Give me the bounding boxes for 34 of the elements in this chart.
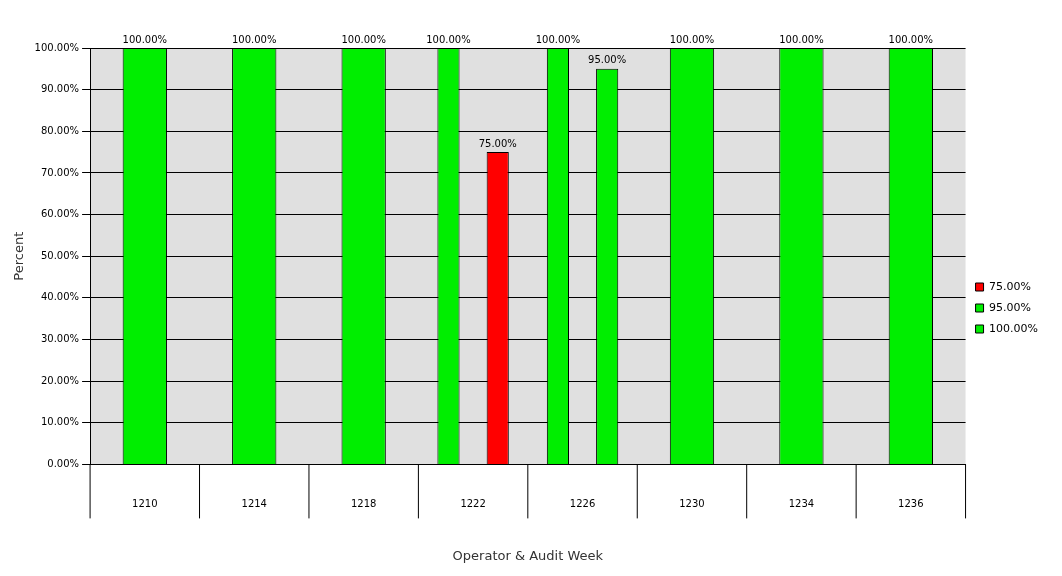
y-tick-label: 70.00% (40, 166, 80, 178)
y-axis-title: Percent (11, 231, 27, 281)
data-label: 100.00% (535, 33, 581, 45)
y-tick-label: 40.00% (40, 291, 80, 303)
data-label: 95.00% (588, 54, 627, 66)
x-axis-title: Operator & Audit Week (452, 547, 604, 563)
y-tick-label: 30.00% (40, 333, 80, 345)
data-label: 100.00% (231, 33, 277, 45)
legend-label: 95.00% (989, 300, 1032, 314)
x-tick-label: 1214 (241, 497, 267, 509)
y-tick-label: 90.00% (40, 83, 80, 95)
y-tick-label: 80.00% (40, 124, 80, 136)
y-tick-label: 20.00% (40, 374, 80, 386)
data-label: 100.00% (122, 33, 168, 45)
data-label: 100.00% (888, 33, 934, 45)
data-label: 100.00% (426, 33, 471, 45)
x-tick-label: 1230 (679, 497, 705, 509)
data-label: 100.00% (779, 33, 824, 45)
data-label: 100.00% (341, 33, 386, 45)
x-tick-label: 1218 (350, 497, 377, 509)
x-tick-label: 1236 (898, 497, 924, 509)
y-tick-label: 50.00% (40, 249, 80, 261)
y-tick-label: 0.00% (47, 457, 80, 469)
x-tick-label: 1226 (569, 497, 596, 509)
x-tick-label: 1210 (132, 497, 158, 509)
y-tick-label: 100.00% (34, 41, 80, 53)
y-tick-label: 10.00% (40, 416, 80, 428)
data-label: 75.00% (478, 137, 517, 149)
y-tick-label: 60.00% (40, 208, 80, 220)
x-tick-label: 1222 (460, 497, 486, 509)
data-label: 100.00% (669, 33, 715, 45)
x-tick-label: 1234 (788, 497, 815, 509)
legend-label: 100.00% (989, 321, 1039, 335)
legend-label: 75.00% (989, 279, 1032, 293)
